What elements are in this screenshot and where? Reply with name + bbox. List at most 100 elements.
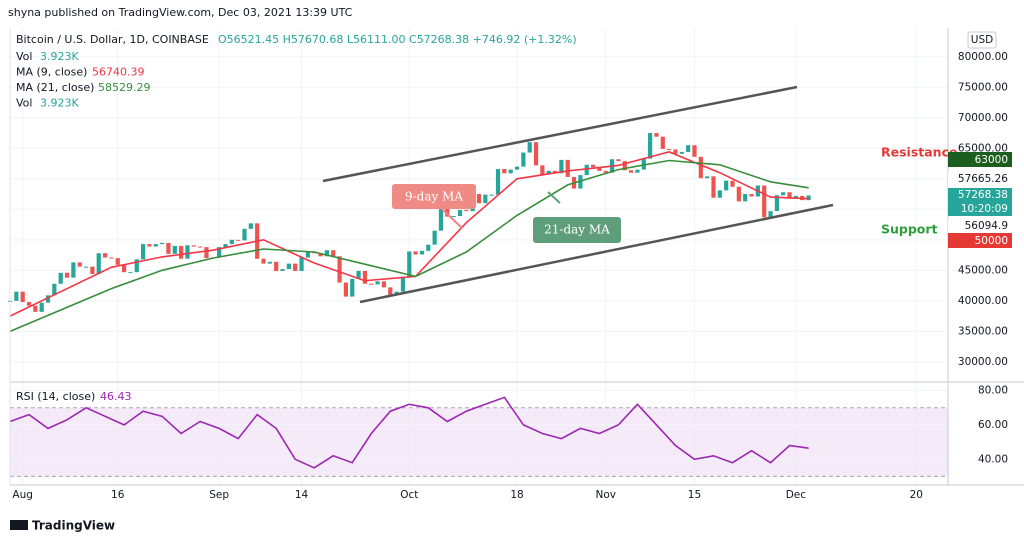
candle: [426, 244, 431, 251]
price-label: 56094.9: [965, 220, 1008, 232]
legend-name: Vol: [16, 50, 32, 63]
candle: [71, 262, 76, 278]
candle: [267, 261, 272, 264]
candle: [774, 195, 779, 212]
candle: [229, 239, 234, 245]
candle: [191, 245, 196, 247]
candle: [58, 272, 63, 284]
candle: [166, 242, 171, 254]
candle: [350, 278, 355, 297]
candle: [179, 245, 184, 259]
annotation: 9-day MA: [405, 190, 463, 204]
candle: [476, 194, 482, 204]
rsi-tick-label: 80.00: [978, 385, 1008, 397]
candle: [77, 262, 82, 267]
candle: [641, 158, 646, 170]
candle: [616, 159, 621, 162]
rsi-band: [10, 407, 948, 477]
candle: [121, 264, 127, 273]
candle: [286, 263, 291, 270]
candle: [717, 190, 722, 198]
price-label: 63000: [975, 154, 1008, 166]
legend-value: 3.923K: [40, 97, 79, 110]
annotation: Resistance: [881, 145, 957, 160]
candle: [781, 192, 786, 196]
candle: [793, 195, 798, 198]
price-box: [948, 188, 1012, 216]
candle: [584, 164, 589, 176]
y-tick-label: 70000.00: [958, 112, 1008, 124]
candle: [432, 230, 437, 245]
candle: [622, 161, 627, 171]
candle: [546, 170, 551, 175]
y-tick-label: 40000.00: [958, 295, 1008, 307]
legend-value: 58529.29: [98, 81, 151, 94]
annotation-box: [533, 217, 621, 243]
currency: USD: [971, 34, 993, 46]
legend-value: 56740.39: [92, 66, 145, 79]
candle: [26, 302, 32, 306]
candle: [711, 176, 716, 198]
candle: [787, 192, 792, 198]
y-tick-label: 75000.00: [958, 81, 1008, 93]
candle: [749, 194, 754, 197]
candle: [64, 272, 70, 278]
price-label: 50000: [975, 235, 1008, 247]
candle: [83, 266, 89, 268]
candle: [660, 136, 665, 149]
candle: [223, 244, 228, 248]
annotation: 21-day MA: [544, 223, 610, 237]
candle: [45, 295, 51, 303]
price-box: [948, 152, 1012, 167]
candle: [33, 305, 38, 312]
legend-name: Vol: [16, 97, 32, 110]
ma-line: [9, 159, 809, 333]
candle: [318, 253, 323, 257]
legend: Vol 3.923K MA (9, close) 56740.39 MA (21, cl…: [16, 50, 151, 110]
candle: [635, 169, 640, 173]
candle: [293, 263, 298, 271]
candle: [185, 245, 190, 259]
candle: [698, 156, 703, 179]
candle: [375, 281, 380, 285]
candle: [400, 277, 406, 292]
candle: [140, 244, 146, 260]
arrow: [439, 206, 463, 229]
candle: [102, 253, 108, 258]
currency-box: [967, 31, 997, 49]
candle: [648, 133, 653, 159]
candle: [451, 216, 456, 218]
candle: [768, 211, 773, 218]
arrow: [547, 191, 561, 204]
candle: [654, 133, 659, 137]
x-tick-label: Nov: [596, 489, 617, 501]
candle: [438, 207, 444, 231]
candle: [527, 142, 532, 153]
x-tick-label: Dec: [786, 489, 807, 501]
legend-value: 3.923K: [40, 50, 79, 63]
candle: [236, 239, 241, 241]
legend-name: MA (21, close): [16, 81, 94, 94]
candle: [407, 251, 412, 278]
candle: [261, 258, 266, 264]
y-tick-label: 35000.00: [958, 325, 1008, 337]
candle: [362, 270, 368, 284]
x-tick-label: 15: [688, 489, 701, 501]
logo: [10, 520, 28, 530]
rsi-tick-label: 60.00: [978, 419, 1008, 431]
candle: [369, 283, 374, 285]
candle: [299, 257, 304, 271]
candle: [14, 291, 19, 301]
x-tick-label: Oct: [400, 489, 418, 501]
candle: [394, 291, 399, 295]
x-tick-label: Sep: [209, 489, 229, 501]
candle: [464, 209, 469, 212]
candle: [274, 261, 279, 271]
y-tick-label: 30000.00: [958, 356, 1008, 368]
candle: [134, 259, 139, 273]
candle: [242, 228, 247, 241]
candle: [559, 159, 564, 174]
candle: [198, 246, 203, 248]
candle: [217, 247, 222, 258]
